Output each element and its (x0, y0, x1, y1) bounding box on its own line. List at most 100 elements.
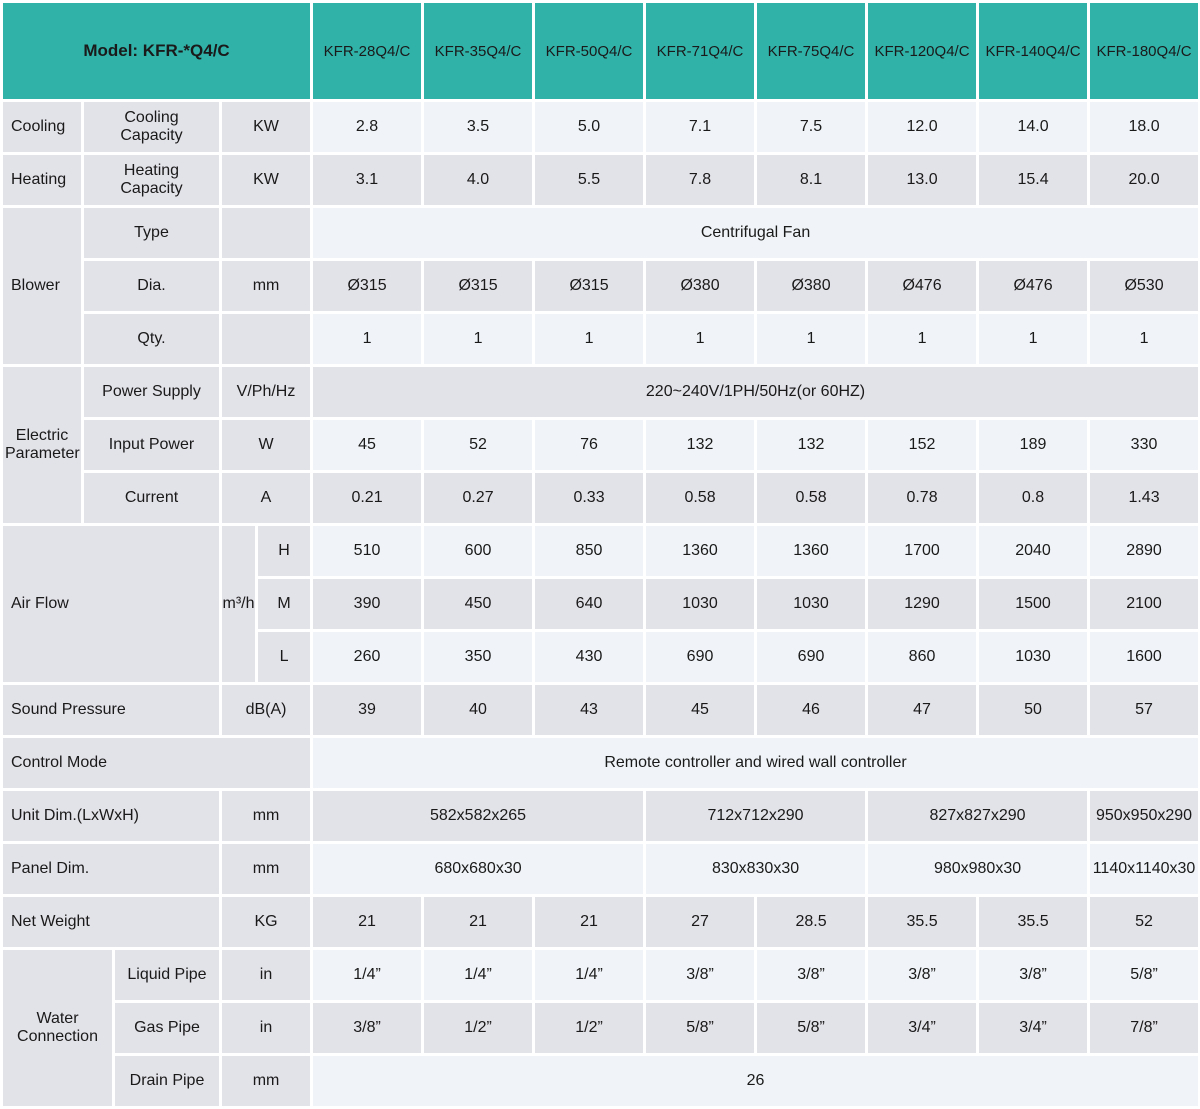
value-cell-span: 26 (313, 1056, 1199, 1106)
value-cell: 21 (424, 897, 533, 947)
value-cell: Ø380 (646, 261, 755, 311)
value-cell: 2100 (1090, 579, 1199, 629)
value-cell: 43 (535, 685, 644, 735)
row-airflow-high: Air Flow m³/h H 510 600 850 1360 1360 17… (3, 526, 1199, 682)
row-control-mode: Control Mode Remote controller and wired… (3, 738, 1199, 788)
value-cell: 1 (868, 314, 977, 364)
unit-cell: KG (222, 897, 311, 947)
value-cell: 3/4” (868, 1003, 977, 1053)
value-cell: 3/8” (979, 950, 1088, 1000)
row-net-weight: Net Weight KG 21 21 21 27 28.5 35.5 35.5… (3, 897, 1199, 947)
model-column-header: KFR-120Q4/C (868, 3, 977, 99)
model-column-header: KFR-71Q4/C (646, 3, 755, 99)
sub-cooling-capacity: Cooling Capacity (84, 102, 219, 152)
row-unit-dim: Unit Dim.(LxWxH) mm 582x582x265 712x712x… (3, 791, 1199, 841)
value-cell: 690 (757, 632, 866, 682)
value-cell: 1600 (1090, 632, 1199, 682)
value-cell: 1030 (646, 579, 755, 629)
value-cell: 1/4” (424, 950, 533, 1000)
value-cell: 52 (424, 420, 533, 470)
model-column-header: KFR-180Q4/C (1090, 3, 1199, 99)
value-cell: 510 (313, 526, 422, 576)
model-series-label: Model: KFR-*Q4/C (3, 3, 311, 99)
sub-drain-pipe: Drain Pipe (115, 1056, 219, 1106)
value-cell: 8.1 (757, 155, 866, 205)
value-cell: Ø530 (1090, 261, 1199, 311)
sub-gas-pipe: Gas Pipe (115, 1003, 219, 1053)
sub-airflow-h: H (258, 526, 311, 576)
value-cell: 1 (424, 314, 533, 364)
value-cell: 40 (424, 685, 533, 735)
value-cell: 3/8” (313, 1003, 422, 1053)
model-column-header: KFR-28Q4/C (313, 3, 422, 99)
value-cell: 330 (1090, 420, 1199, 470)
value-cell: 47 (868, 685, 977, 735)
value-cell: 76 (535, 420, 644, 470)
value-cell: 5/8” (1090, 950, 1199, 1000)
value-cell: 27 (646, 897, 755, 947)
value-cell: 430 (535, 632, 644, 682)
sub-heating-capacity: Heating Capacity (84, 155, 219, 205)
value-cell: 2890 (1090, 526, 1199, 576)
value-cell: 0.21 (313, 473, 422, 523)
value-cell: 4.0 (424, 155, 533, 205)
category-sound-pressure: Sound Pressure (3, 685, 219, 735)
value-cell: 45 (646, 685, 755, 735)
row-liquid-pipe: Water Connection Liquid Pipe in 1/4” 1/4… (3, 950, 1199, 1106)
sub-blower-qty: Qty. (84, 314, 219, 364)
row-blower-type: Blower Type Centrifugal Fan (3, 208, 1199, 364)
row-blower-dia: Dia. mm Ø315 Ø315 Ø315 Ø380 Ø380 Ø476 Ø4… (3, 261, 1199, 311)
unit-m3h: m³/h (222, 526, 255, 682)
row-airflow-low: L 260 350 430 690 690 860 1030 1600 (3, 632, 1199, 682)
sub-airflow-m: M (258, 579, 311, 629)
value-cell: Ø315 (535, 261, 644, 311)
unit-cell: V/Ph/Hz (222, 367, 311, 417)
row-gas-pipe: Gas Pipe in 3/8” 1/2” 1/2” 5/8” 5/8” 3/4… (3, 1003, 1199, 1053)
value-cell: 1/2” (535, 1003, 644, 1053)
value-cell: 20.0 (1090, 155, 1199, 205)
sub-blower-type: Type (84, 208, 219, 258)
model-column-header: KFR-75Q4/C (757, 3, 866, 99)
unit-cell: mm (222, 261, 311, 311)
value-cell: 1/2” (424, 1003, 533, 1053)
row-panel-dim: Panel Dim. mm 680x680x30 830x830x30 980x… (3, 844, 1199, 894)
value-cell: 132 (757, 420, 866, 470)
category-control-mode: Control Mode (3, 738, 311, 788)
unit-cell: mm (222, 1056, 311, 1106)
value-cell-span: 830x830x30 (646, 844, 866, 894)
value-cell: 21 (313, 897, 422, 947)
value-cell: 850 (535, 526, 644, 576)
value-cell-span: Centrifugal Fan (313, 208, 1199, 258)
value-cell: 18.0 (1090, 102, 1199, 152)
value-cell: Ø476 (979, 261, 1088, 311)
value-cell: 35.5 (868, 897, 977, 947)
value-cell: 1 (646, 314, 755, 364)
value-cell: 7.1 (646, 102, 755, 152)
unit-cell: dB(A) (222, 685, 311, 735)
value-cell: 5.0 (535, 102, 644, 152)
row-power-supply: Electric Parameter Power Supply V/Ph/Hz … (3, 367, 1199, 523)
unit-cell: W (222, 420, 311, 470)
unit-cell: A (222, 473, 311, 523)
value-cell: 1140x1140x30 (1090, 844, 1199, 894)
value-cell: 0.27 (424, 473, 533, 523)
value-cell: 350 (424, 632, 533, 682)
sub-blower-dia: Dia. (84, 261, 219, 311)
header-row: Model: KFR-*Q4/C KFR-28Q4/C KFR-35Q4/C K… (3, 3, 1199, 99)
value-cell: 46 (757, 685, 866, 735)
category-blower: Blower (3, 208, 81, 364)
unit-cell: in (222, 950, 311, 1000)
value-cell: 3.1 (313, 155, 422, 205)
unit-cell: KW (222, 155, 311, 205)
unit-cell: in (222, 1003, 311, 1053)
model-column-header: KFR-50Q4/C (535, 3, 644, 99)
value-cell-span: 827x827x290 (868, 791, 1088, 841)
value-cell: 35.5 (979, 897, 1088, 947)
value-cell: 3/4” (979, 1003, 1088, 1053)
value-cell: 39 (313, 685, 422, 735)
category-net-weight: Net Weight (3, 897, 219, 947)
value-cell: 57 (1090, 685, 1199, 735)
row-current: Current A 0.21 0.27 0.33 0.58 0.58 0.78 … (3, 473, 1199, 523)
value-cell-span: 220~240V/1PH/50Hz(or 60HZ) (313, 367, 1199, 417)
